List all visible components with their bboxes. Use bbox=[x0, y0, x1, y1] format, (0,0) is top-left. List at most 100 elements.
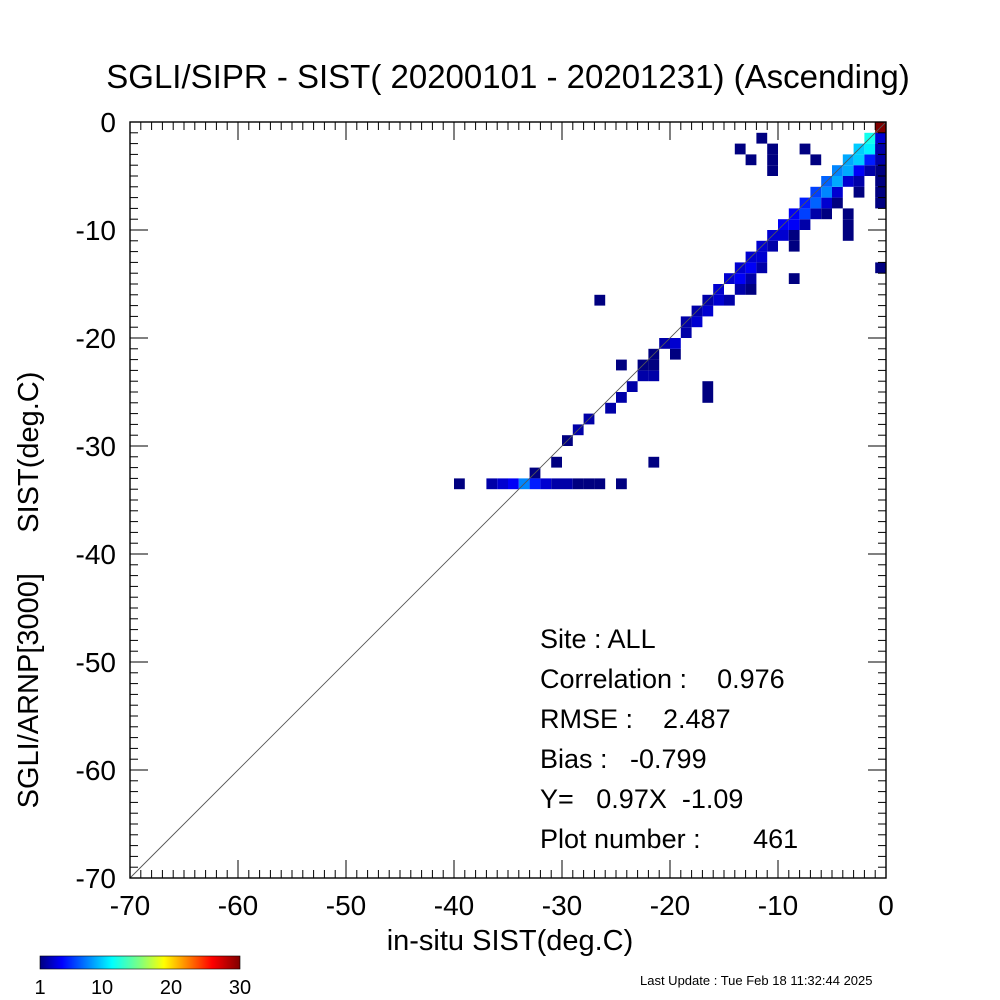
heatmap-cell bbox=[788, 240, 800, 252]
y-tick-label: -20 bbox=[76, 323, 116, 354]
heatmap-cell bbox=[756, 132, 768, 144]
x-tick-label: -10 bbox=[758, 890, 798, 921]
heatmap-cell bbox=[767, 143, 778, 155]
heatmap-cell bbox=[799, 143, 811, 155]
heatmap-cell bbox=[821, 208, 832, 220]
heatmap-cell bbox=[875, 176, 886, 187]
heatmap-cell bbox=[648, 370, 660, 382]
heatmap-cell bbox=[702, 381, 714, 392]
heatmap-cell bbox=[572, 478, 584, 490]
x-tick-label: -70 bbox=[110, 890, 150, 921]
heatmap-cell bbox=[745, 262, 757, 274]
heatmap-cell bbox=[842, 165, 854, 176]
heatmap-cell bbox=[594, 478, 606, 490]
x-tick-label: -30 bbox=[542, 890, 582, 921]
heatmap-cell bbox=[875, 262, 886, 274]
heatmap-cell bbox=[551, 456, 562, 468]
heatmap-cell bbox=[767, 240, 778, 252]
heatmap-cell bbox=[788, 230, 800, 241]
x-tick-labels: -70 -60 -50 -40 -30 -20 -10 0 bbox=[110, 890, 894, 921]
stat-correlation: Correlation : 0.976 bbox=[540, 664, 785, 694]
heatmap-cell bbox=[842, 219, 854, 230]
heatmap-cells bbox=[454, 122, 886, 490]
tick-marks bbox=[129, 121, 887, 879]
heatmap-cell bbox=[756, 262, 768, 274]
heatmap-cell bbox=[767, 165, 778, 176]
heatmap-cell bbox=[875, 197, 886, 209]
heatmap-cell bbox=[745, 154, 757, 166]
heatmap-cell bbox=[670, 348, 681, 360]
heatmap-cell bbox=[594, 294, 606, 306]
heatmap-cell bbox=[832, 197, 843, 209]
heatmap-cell bbox=[734, 273, 746, 284]
heatmap-cell bbox=[875, 132, 886, 144]
heatmap-cell bbox=[842, 176, 854, 187]
colorbar-tick-label: 1 bbox=[34, 977, 45, 999]
colorbar bbox=[39, 955, 241, 970]
stat-site: Site : ALL bbox=[540, 624, 656, 654]
heatmap-cell bbox=[788, 273, 800, 284]
last-update-text: Last Update : Tue Feb 18 11:32:44 2025 bbox=[640, 973, 873, 988]
heatmap-cell bbox=[454, 478, 465, 490]
y-tick-labels: 0 -10 -20 -30 -40 -50 -60 -70 bbox=[76, 107, 116, 894]
heatmap-cell bbox=[821, 186, 832, 198]
heatmap-cell bbox=[497, 478, 508, 490]
heatmap-cell bbox=[616, 392, 627, 403]
chart-title: SGLI/SIPR - SIST( 20200101 - 20201231) (… bbox=[106, 58, 909, 95]
colorbar-tick-label: 10 bbox=[91, 977, 113, 999]
stat-rmse: RMSE : 2.487 bbox=[540, 704, 731, 734]
y-tick-label: 0 bbox=[100, 107, 116, 138]
heatmap-cell bbox=[875, 143, 886, 155]
heatmap-cell bbox=[853, 154, 865, 166]
heatmap-cell bbox=[486, 478, 498, 490]
heatmap-cell bbox=[702, 392, 714, 403]
heatmap-cell bbox=[875, 154, 886, 166]
y-tick-label: -70 bbox=[76, 863, 116, 894]
heatmap-cell bbox=[832, 186, 843, 198]
heatmap-cell bbox=[508, 478, 519, 490]
heatmap-cell bbox=[799, 219, 811, 230]
heatmap-cell bbox=[745, 284, 757, 295]
x-axis-label: in-situ SIST(deg.C) bbox=[387, 925, 634, 957]
colorbar-tick-labels: 1 10 20 30 bbox=[34, 977, 251, 999]
heatmap-cell bbox=[734, 284, 746, 295]
stat-bias: Bias : -0.799 bbox=[540, 744, 707, 774]
stats-box: Site : ALL Correlation : 0.976 RMSE : 2.… bbox=[540, 624, 798, 854]
heatmap-cell bbox=[875, 186, 886, 198]
heatmap-cell bbox=[864, 165, 876, 176]
heatmap-cell bbox=[788, 219, 800, 230]
heatmap-cell bbox=[648, 456, 660, 468]
colorbar-tick-label: 20 bbox=[160, 977, 182, 999]
heatmap-cell bbox=[864, 154, 876, 166]
heatmap-cell bbox=[810, 208, 822, 220]
heatmap-cell bbox=[616, 359, 627, 371]
heatmap-cell bbox=[583, 478, 595, 490]
heatmap-cell bbox=[842, 208, 854, 220]
y-axis-label: SGLI/ARNP[3000] SIST(deg.C) bbox=[13, 372, 45, 809]
heatmap-cell bbox=[778, 230, 789, 241]
heatmap-cell bbox=[562, 478, 573, 490]
heatmap-cell bbox=[691, 316, 703, 328]
x-tick-label: -50 bbox=[326, 890, 366, 921]
heatmap-cell bbox=[637, 370, 649, 382]
stat-regression: Y= 0.97X -1.09 bbox=[540, 784, 743, 814]
heatmap-cell bbox=[529, 478, 541, 490]
heatmap-cell bbox=[648, 359, 660, 371]
y-tick-label: -30 bbox=[76, 431, 116, 462]
heatmap-cell bbox=[713, 294, 724, 306]
one-to-one-line bbox=[129, 121, 887, 879]
heatmap-cell bbox=[853, 186, 865, 198]
heatmap-cell bbox=[875, 165, 886, 176]
heatmap-cell bbox=[799, 208, 811, 220]
reference-line bbox=[129, 121, 887, 879]
x-tick-label: -60 bbox=[218, 890, 258, 921]
heatmap-cell bbox=[842, 230, 854, 241]
heatmap-cell bbox=[810, 197, 822, 209]
heatmap-cell bbox=[616, 478, 627, 490]
heatmap-cell bbox=[767, 154, 778, 166]
x-tick-label: -20 bbox=[650, 890, 690, 921]
heatmap-cell bbox=[864, 143, 876, 155]
stat-plot-number: Plot number : 461 bbox=[540, 824, 798, 854]
y-tick-label: -10 bbox=[76, 215, 116, 246]
